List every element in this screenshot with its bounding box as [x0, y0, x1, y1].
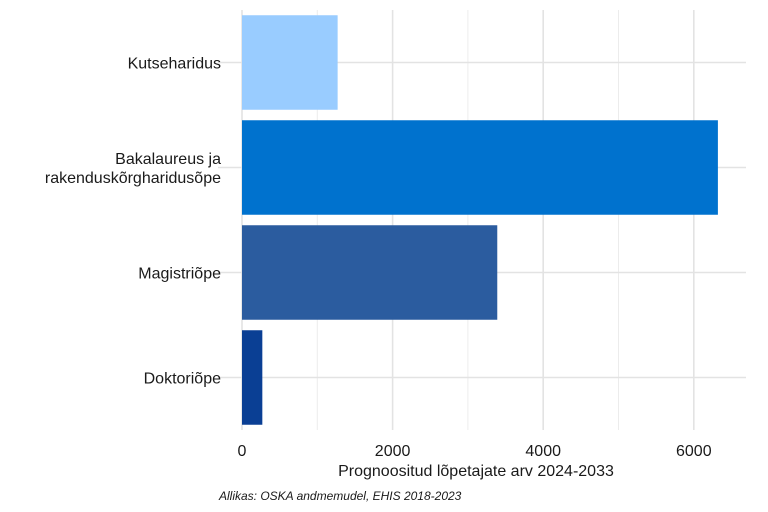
bar — [242, 225, 498, 320]
bar — [242, 330, 263, 425]
category-label: Magistriõpe — [138, 266, 221, 283]
category-labels: Kutseharidus Bakalaureus ja rakenduskõrgha… — [45, 56, 221, 388]
x-tick-label: 4000 — [525, 443, 561, 460]
x-tick-label: 6000 — [676, 443, 712, 460]
x-tick-label: 2000 — [375, 443, 411, 460]
source-caption: Allikas: OSKA andmemudel, EHIS 2018-2023 — [218, 489, 462, 503]
bar — [242, 120, 718, 215]
bar — [242, 15, 338, 110]
category-label: Bakalaureus ja rakenduskõrgharidusõpe — [45, 151, 221, 187]
x-tick-label: 0 — [238, 443, 247, 460]
x-axis-title: Prognoositud lõpetajate arv 2024-2033 — [338, 463, 614, 480]
category-label: Kutseharidus — [128, 56, 221, 73]
bars — [242, 15, 718, 425]
x-tick-labels: 0 2000 4000 6000 — [238, 443, 712, 460]
category-label: Doktoriõpe — [144, 371, 221, 388]
